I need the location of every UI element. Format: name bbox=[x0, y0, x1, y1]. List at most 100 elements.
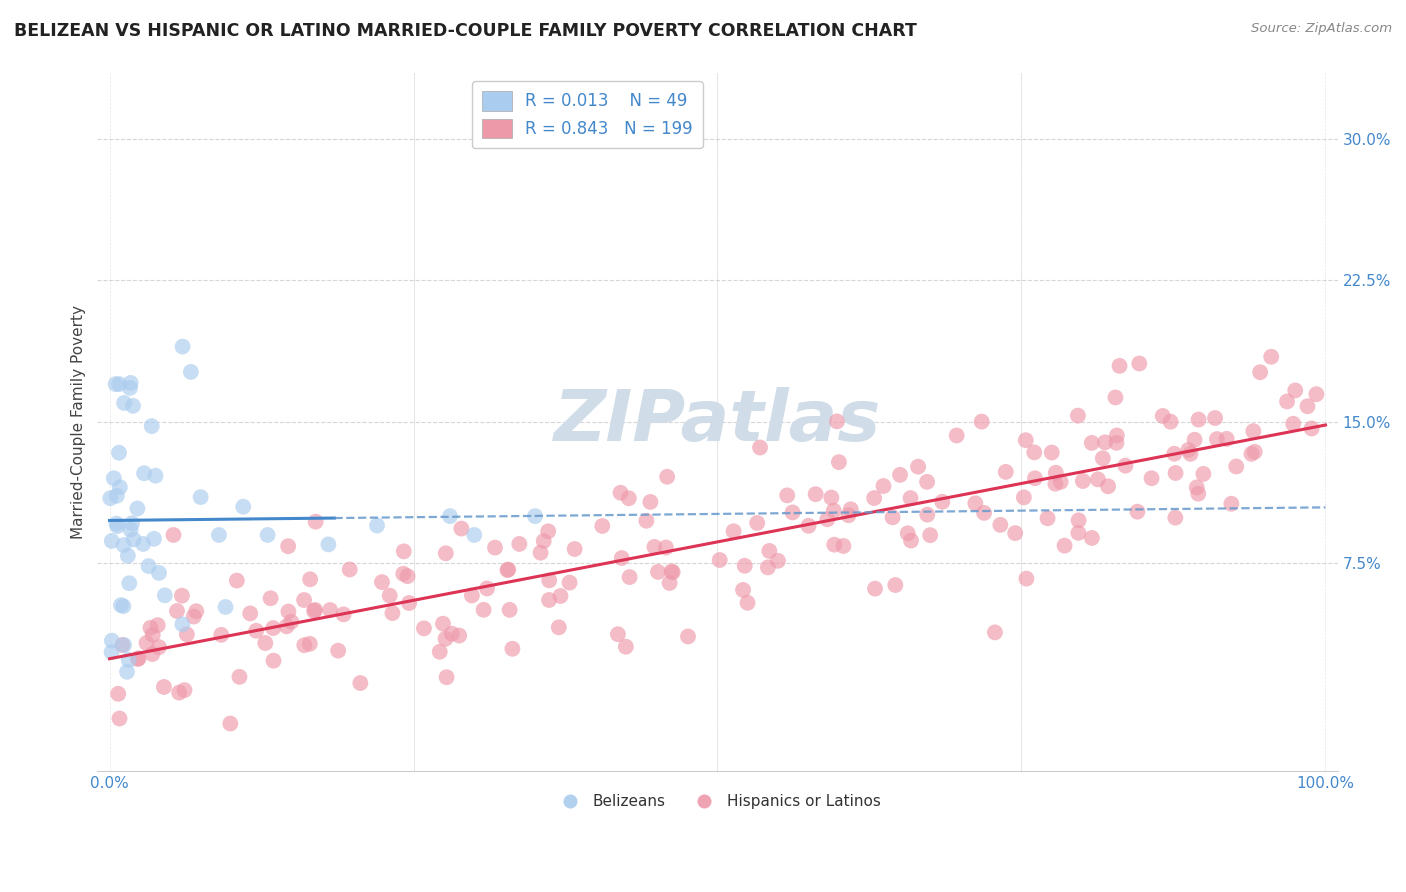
Point bbox=[176, 627, 198, 641]
Point bbox=[172, 617, 194, 632]
Point bbox=[657, 469, 679, 483]
Point bbox=[122, 533, 145, 547]
Point bbox=[884, 578, 907, 592]
Point bbox=[776, 488, 799, 502]
Point bbox=[1094, 435, 1116, 450]
Point bbox=[737, 596, 759, 610]
Point bbox=[965, 496, 987, 510]
Point bbox=[208, 528, 231, 542]
Point bbox=[1187, 486, 1209, 500]
Point bbox=[1128, 357, 1150, 371]
Point bbox=[1045, 466, 1067, 480]
Point bbox=[292, 638, 315, 652]
Legend: Belizeans, Hispanics or Latinos: Belizeans, Hispanics or Latinos bbox=[548, 789, 887, 815]
Point bbox=[162, 528, 184, 542]
Point bbox=[731, 582, 754, 597]
Point bbox=[614, 640, 637, 654]
Point bbox=[564, 541, 586, 556]
Point bbox=[1015, 433, 1038, 447]
Point bbox=[508, 537, 530, 551]
Point bbox=[392, 544, 415, 558]
Point bbox=[1091, 451, 1114, 466]
Point bbox=[166, 604, 188, 618]
Point bbox=[239, 607, 262, 621]
Point bbox=[112, 396, 135, 410]
Point bbox=[1152, 409, 1174, 423]
Point bbox=[105, 489, 128, 503]
Point bbox=[122, 399, 145, 413]
Point bbox=[984, 625, 1007, 640]
Point bbox=[118, 653, 141, 667]
Point bbox=[917, 508, 939, 522]
Point bbox=[263, 654, 285, 668]
Point bbox=[1177, 442, 1199, 457]
Point bbox=[112, 538, 135, 552]
Point bbox=[1240, 447, 1263, 461]
Point bbox=[661, 564, 683, 578]
Point bbox=[141, 647, 163, 661]
Point bbox=[988, 517, 1011, 532]
Point bbox=[432, 616, 454, 631]
Point bbox=[676, 630, 699, 644]
Point bbox=[254, 636, 277, 650]
Point bbox=[1305, 387, 1327, 401]
Point bbox=[766, 554, 789, 568]
Point bbox=[472, 603, 495, 617]
Point bbox=[1087, 472, 1109, 486]
Point bbox=[1184, 433, 1206, 447]
Point bbox=[484, 541, 506, 555]
Point bbox=[128, 651, 150, 665]
Point bbox=[107, 687, 129, 701]
Point bbox=[298, 637, 321, 651]
Point bbox=[259, 591, 281, 606]
Point bbox=[1260, 350, 1282, 364]
Point bbox=[524, 509, 547, 524]
Point bbox=[640, 495, 662, 509]
Point bbox=[449, 629, 471, 643]
Point bbox=[1284, 384, 1306, 398]
Point bbox=[153, 588, 176, 602]
Point bbox=[839, 502, 862, 516]
Point bbox=[463, 528, 485, 542]
Point bbox=[823, 503, 845, 517]
Point bbox=[1067, 525, 1090, 540]
Point bbox=[994, 465, 1017, 479]
Point bbox=[558, 575, 581, 590]
Point bbox=[245, 624, 267, 638]
Point bbox=[319, 603, 342, 617]
Point bbox=[190, 490, 212, 504]
Point bbox=[1185, 480, 1208, 494]
Point bbox=[108, 446, 131, 460]
Point bbox=[1067, 409, 1090, 423]
Point bbox=[232, 500, 254, 514]
Point bbox=[121, 516, 143, 531]
Point bbox=[547, 620, 569, 634]
Point bbox=[366, 518, 388, 533]
Point bbox=[104, 377, 127, 392]
Point bbox=[533, 534, 555, 549]
Point bbox=[100, 645, 122, 659]
Point bbox=[647, 565, 669, 579]
Point bbox=[550, 589, 572, 603]
Point bbox=[1301, 421, 1323, 435]
Point bbox=[127, 501, 149, 516]
Point bbox=[304, 515, 326, 529]
Point bbox=[1220, 497, 1243, 511]
Point bbox=[413, 621, 436, 635]
Point bbox=[108, 480, 131, 494]
Point bbox=[1215, 432, 1237, 446]
Point bbox=[172, 340, 194, 354]
Point bbox=[1249, 365, 1271, 379]
Point bbox=[920, 528, 942, 542]
Point bbox=[609, 485, 631, 500]
Text: BELIZEAN VS HISPANIC OR LATINO MARRIED-COUPLE FAMILY POVERTY CORRELATION CHART: BELIZEAN VS HISPANIC OR LATINO MARRIED-C… bbox=[14, 22, 917, 40]
Point bbox=[183, 609, 205, 624]
Point bbox=[304, 603, 326, 617]
Point bbox=[610, 551, 633, 566]
Point bbox=[882, 510, 904, 524]
Point bbox=[797, 518, 820, 533]
Point bbox=[804, 487, 827, 501]
Point bbox=[1160, 415, 1182, 429]
Point bbox=[228, 670, 250, 684]
Point bbox=[1126, 505, 1149, 519]
